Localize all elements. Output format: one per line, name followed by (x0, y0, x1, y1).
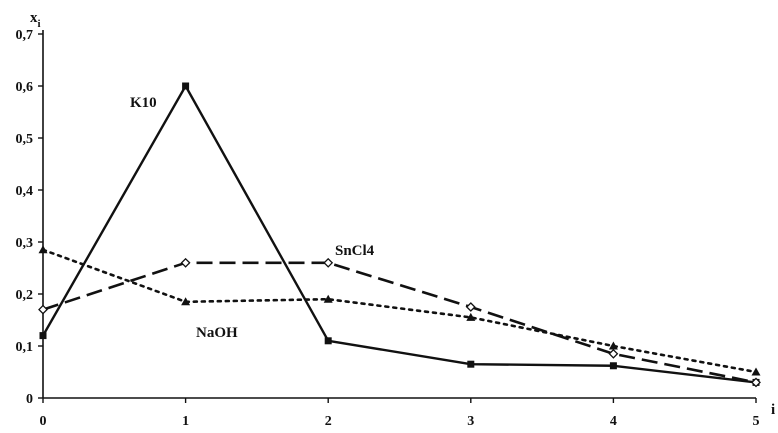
data-point-naoh (608, 341, 618, 350)
y-axis-title: xi (30, 10, 41, 30)
x-tick-label: 0 (40, 414, 47, 429)
y-axis-title-subscript: i (38, 18, 41, 30)
x-axis-title: i (771, 402, 775, 418)
data-point-naoh (38, 245, 48, 254)
series-line-sncl4 (42, 261, 757, 384)
data-point-sncl4 (38, 304, 48, 315)
data-point-sncl4 (465, 302, 476, 312)
series-line-k10 (41, 84, 757, 384)
series-label-naoh: NaOH (196, 325, 238, 341)
x-tick-label: 1 (182, 414, 189, 429)
data-point-sncl4 (180, 257, 191, 268)
y-tick-label: 0,7 (16, 28, 34, 43)
ticks: 0 0,1 0,2 0,3 0,4 0,5 0,6 0,7 0 1 2 3 4 5 (16, 28, 760, 429)
y-tick-label: 0,5 (16, 132, 34, 147)
data-point-sncl4 (751, 377, 761, 388)
axes (42, 30, 756, 399)
data-point-naoh (466, 312, 476, 321)
data-point-naoh (323, 294, 333, 303)
y-tick-label: 0 (26, 392, 33, 407)
y-tick-label: 0,6 (16, 80, 34, 95)
x-tick-label: 2 (325, 414, 332, 429)
x-tick-label: 3 (467, 414, 474, 429)
series-group (38, 82, 761, 388)
data-point-sncl4 (608, 348, 619, 359)
y-tick-label: 0,4 (16, 184, 34, 199)
x-tick-label: 5 (753, 414, 760, 429)
x-tick-label: 4 (610, 414, 617, 429)
y-tick-label: 0,3 (16, 236, 34, 251)
series-line-naoh (41, 248, 758, 374)
data-point-sncl4 (323, 257, 334, 268)
y-tick-label: 0,1 (16, 340, 34, 355)
series-label-sncl4: SnCl4 (335, 243, 375, 259)
data-point-k10 (182, 82, 190, 90)
data-point-k10 (324, 337, 332, 345)
y-tick-label: 0,2 (16, 288, 34, 303)
data-point-k10 (609, 362, 617, 370)
data-point-naoh (181, 297, 191, 306)
data-point-naoh (751, 367, 761, 376)
series-label-k10: K10 (130, 95, 157, 111)
data-point-k10 (39, 332, 47, 340)
data-point-k10 (467, 360, 475, 368)
labels: xi i K10 SnCl4 NaOH (30, 10, 775, 418)
